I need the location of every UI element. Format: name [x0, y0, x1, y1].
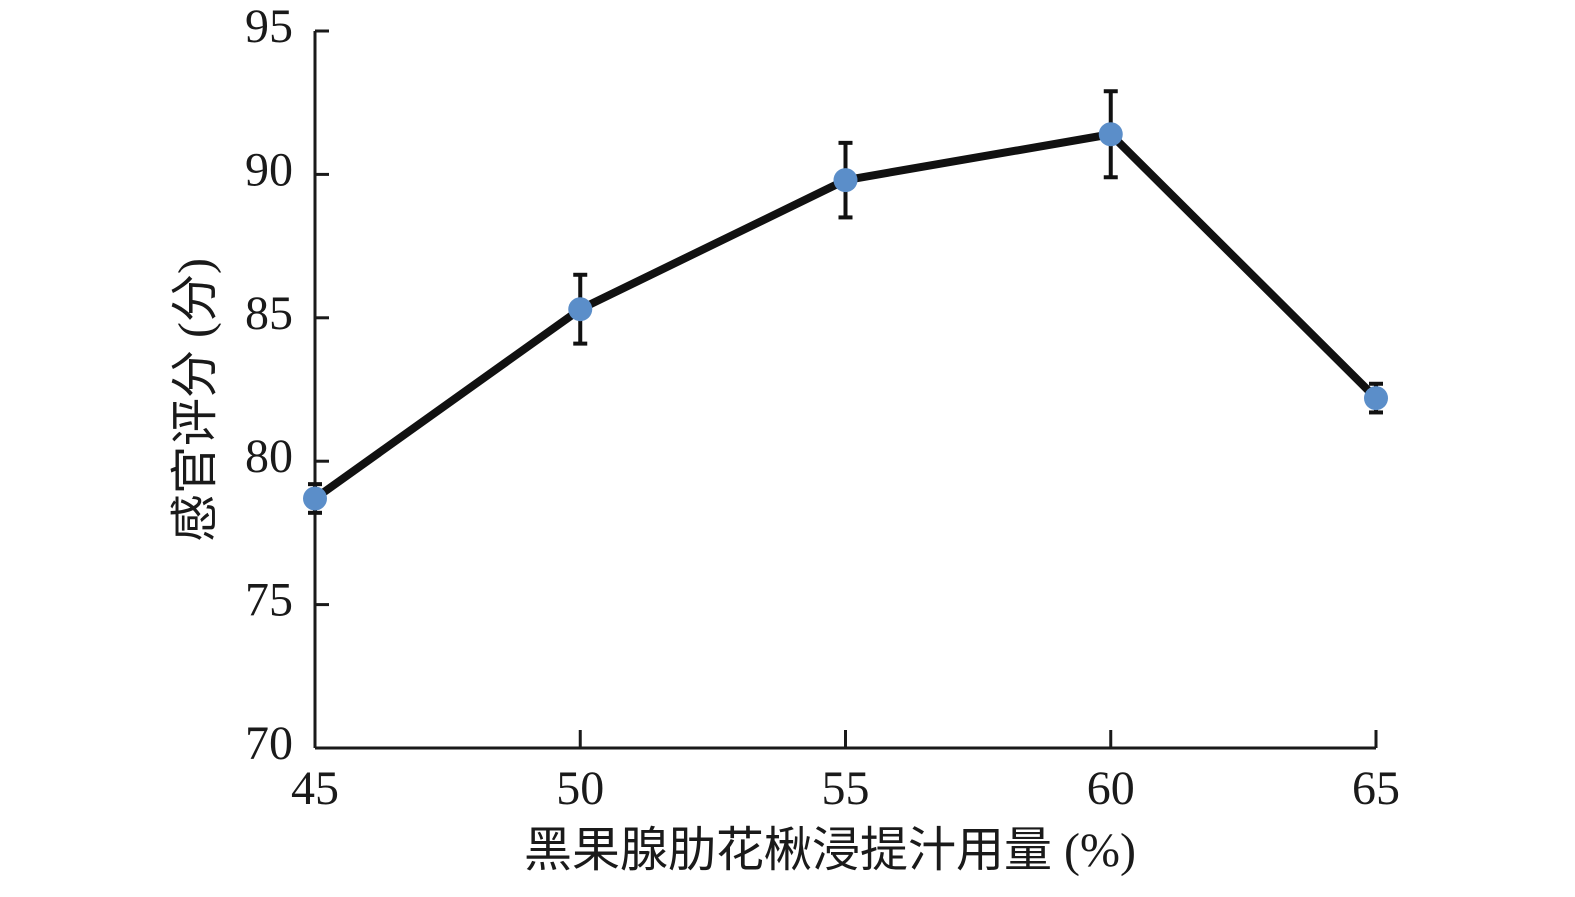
y-axis-label: 感官评分 (分) — [169, 258, 222, 542]
x-tick-label: 55 — [822, 762, 870, 815]
x-tick-label: 45 — [291, 762, 339, 815]
x-tick-label: 50 — [556, 762, 604, 815]
marker — [568, 297, 593, 322]
y-tick-label: 80 — [245, 430, 293, 483]
x-tick-label: 65 — [1352, 762, 1400, 815]
x-axis-label: 黑果腺肋花楸浸提汁用量 (%) — [524, 824, 1136, 877]
y-tick-label: 75 — [245, 574, 293, 627]
marker — [303, 486, 327, 511]
y-tick-label: 70 — [245, 717, 293, 770]
marker — [833, 168, 858, 193]
y-tick-label: 90 — [245, 143, 293, 196]
marker — [1098, 122, 1123, 147]
y-tick-label: 85 — [245, 287, 293, 340]
y-tick-label: 95 — [245, 0, 293, 53]
x-tick-label: 60 — [1087, 762, 1135, 815]
marker — [1364, 386, 1388, 411]
